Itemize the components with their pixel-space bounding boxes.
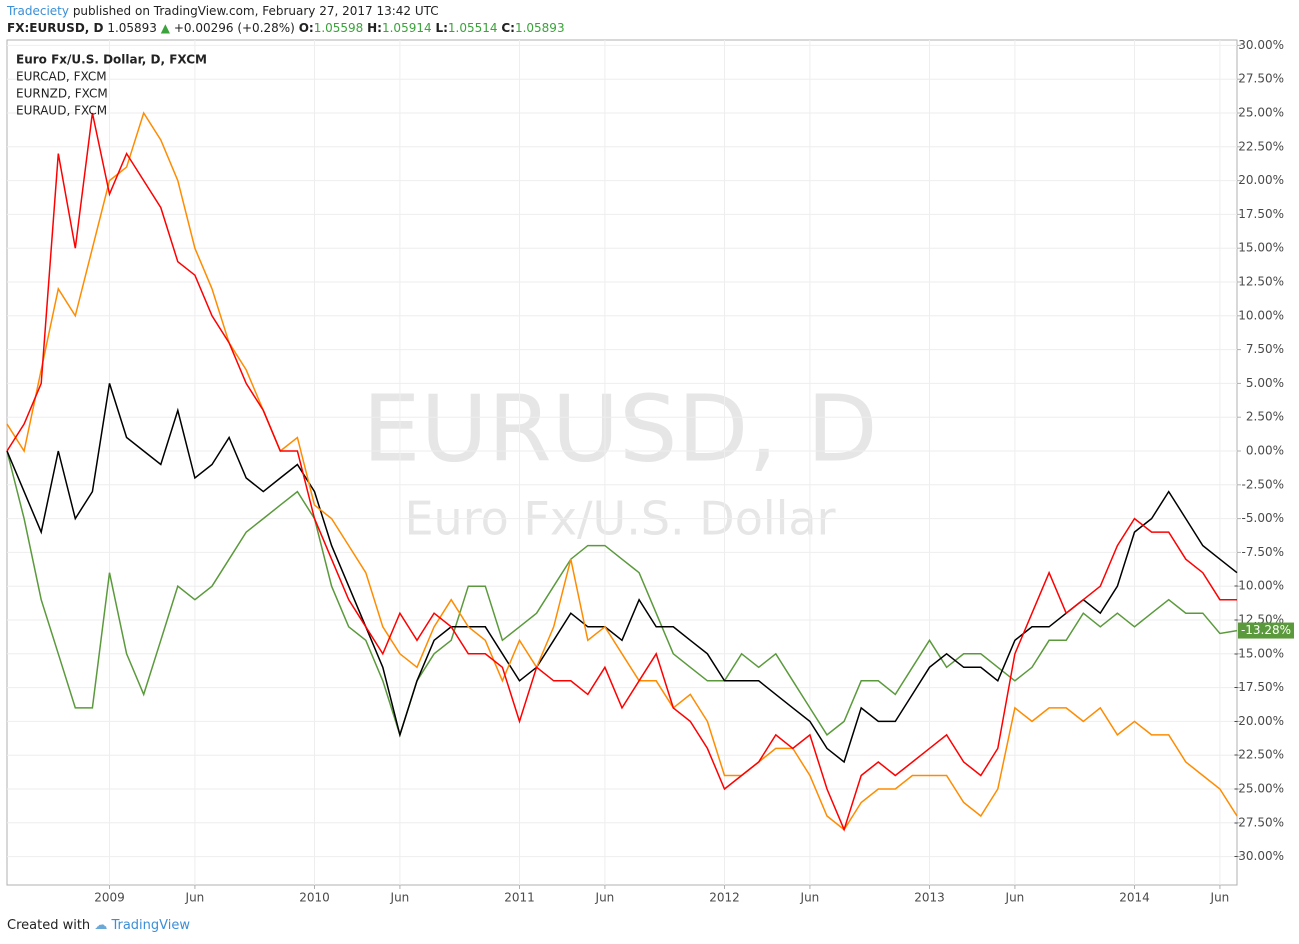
- ohlc-value: 1.05598: [313, 21, 364, 35]
- x-tick-label: Jun: [390, 891, 410, 905]
- legend-entry: EURNZD, FXCM: [16, 87, 108, 101]
- x-tick-label: 2009: [94, 891, 125, 905]
- ohlc-value: 1.05514: [447, 21, 498, 35]
- y-tick-label: 12.50%: [1238, 275, 1284, 289]
- y-tick-label: -22.50%: [1234, 748, 1284, 762]
- y-tick-label: -27.50%: [1234, 815, 1284, 829]
- y-tick-label: -17.50%: [1234, 680, 1284, 694]
- price: 1.05893: [107, 21, 157, 35]
- symbol: FX:EURUSD, D: [7, 21, 104, 35]
- author[interactable]: Tradeciety: [7, 4, 69, 18]
- last-value-label: -13.28%: [1241, 623, 1291, 637]
- y-tick-label: 15.00%: [1238, 241, 1284, 255]
- published: published on TradingView.com, February 2…: [72, 4, 439, 18]
- y-tick-label: -10.00%: [1234, 579, 1284, 593]
- y-tick-label: 17.50%: [1238, 207, 1284, 221]
- ohlc-key: O:: [298, 21, 314, 35]
- ohlc-value: 1.05893: [514, 21, 565, 35]
- last-value-box: [1238, 622, 1294, 639]
- footer-text: Created with: [7, 918, 91, 933]
- x-tick-label: Jun: [185, 891, 205, 905]
- y-tick-label: -7.50%: [1242, 545, 1284, 559]
- legend-entry: EURCAD, FXCM: [16, 70, 107, 84]
- plot-frame: [6, 39, 1238, 886]
- y-tick-label: -2.50%: [1242, 477, 1284, 491]
- x-tick-label: 2014: [1119, 891, 1150, 905]
- x-tick-label: Jun: [1005, 891, 1025, 905]
- y-tick-label: 20.00%: [1238, 173, 1284, 187]
- ohlc-key: C:: [501, 21, 515, 35]
- series-line: [6, 112, 1237, 832]
- x-tick-label: 2011: [504, 891, 535, 905]
- ohlc-key: L:: [435, 21, 448, 35]
- y-tick-label: 25.00%: [1238, 106, 1284, 120]
- legend-entry: EURAUD, FXCM: [16, 104, 107, 118]
- ohlc: O:1.05598 H:1.05914 L:1.05514 C:1.05893: [299, 21, 565, 35]
- series-line: [6, 450, 1238, 738]
- header: Tradeciety published on TradingView.com,…: [7, 4, 439, 18]
- x-tick-label: 2013: [914, 891, 945, 905]
- y-tick-label: 5.00%: [1246, 376, 1284, 390]
- y-tick-label: 27.50%: [1238, 72, 1284, 86]
- y-tick-label: -25.00%: [1234, 782, 1284, 796]
- footer-brand[interactable]: TradingView: [111, 918, 190, 933]
- y-tick-label: 30.00%: [1238, 38, 1284, 52]
- ticker-line: FX:EURUSD, D 1.05893 ▲ +0.00296 (+0.28%)…: [7, 21, 565, 35]
- x-tick-label: Jun: [1210, 891, 1230, 905]
- x-tick-label: 2010: [299, 891, 330, 905]
- up-arrow: ▲: [160, 21, 170, 35]
- x-tick-label: 2012: [709, 891, 740, 905]
- series-line: [6, 383, 1238, 764]
- legend-entry: Euro Fx/U.S. Dollar, D, FXCM: [16, 53, 207, 67]
- y-tick-label: -30.00%: [1234, 849, 1284, 863]
- x-tick-label: Jun: [800, 891, 820, 905]
- ohlc-value: 1.05914: [381, 21, 432, 35]
- y-tick-label: 22.50%: [1238, 139, 1284, 153]
- y-tick-label: 0.00%: [1246, 444, 1284, 458]
- change: +0.00296 (+0.28%): [173, 21, 295, 35]
- footer: Created with ☁ TradingView: [7, 918, 190, 933]
- x-tick-label: Jun: [595, 891, 615, 905]
- y-tick-label: -20.00%: [1234, 714, 1284, 728]
- series-line: [6, 111, 1238, 831]
- y-tick-label: 10.00%: [1238, 308, 1284, 322]
- y-tick-label: -15.00%: [1234, 646, 1284, 660]
- ohlc-key: H:: [367, 21, 382, 35]
- y-tick-label: -5.00%: [1242, 511, 1284, 525]
- y-tick-label: 2.50%: [1246, 410, 1284, 424]
- watermark-title: EURUSD, D: [362, 375, 877, 482]
- y-tick-label: 7.50%: [1246, 342, 1284, 356]
